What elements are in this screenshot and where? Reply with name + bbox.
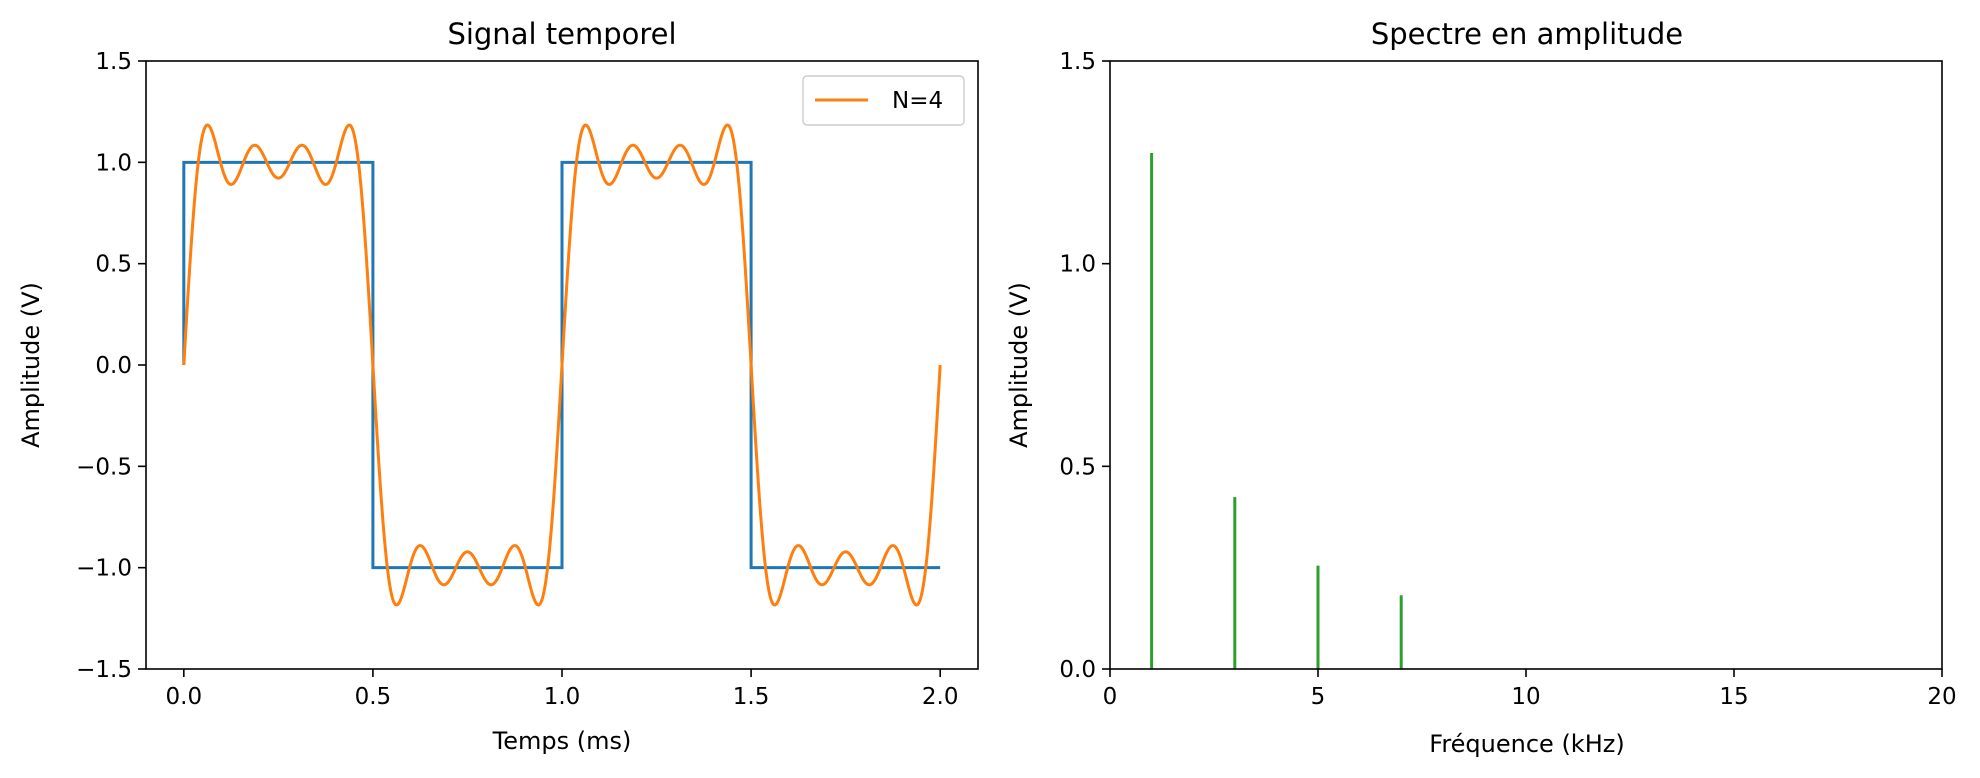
time-chart-title: Signal temporel xyxy=(447,17,676,51)
x-tick-label: 20 xyxy=(1927,684,1956,710)
y-tick-label: −1.0 xyxy=(76,556,132,582)
time-signal-chart: Signal temporel 0.0 0.5 1.0 1.5 2.0 −1.5 −1.0 −… xyxy=(17,17,979,755)
y-tick-label: 0.0 xyxy=(95,353,132,379)
spectrum-axis-ticks: 0 5 10 15 20 0.0 0.5 1.0 1.5 xyxy=(1059,49,1956,710)
y-tick-label: 0.5 xyxy=(95,252,132,278)
x-tick-label: 0.0 xyxy=(166,684,203,710)
spectrum-y-axis-label: Amplitude (V) xyxy=(1005,282,1033,448)
time-x-axis-label: Temps (ms) xyxy=(492,727,632,755)
x-tick-label: 10 xyxy=(1511,684,1540,710)
spectrum-x-axis-label: Fréquence (kHz) xyxy=(1429,730,1624,758)
y-tick-label: 1.0 xyxy=(1059,252,1096,278)
time-axis-ticks: 0.0 0.5 1.0 1.5 2.0 −1.5 −1.0 −0.5 0.0 0.5 1.0 1.5 xyxy=(76,49,958,710)
legend-label-n4: N=4 xyxy=(892,88,943,114)
y-tick-label: 1.5 xyxy=(1059,49,1096,75)
x-tick-label: 1.5 xyxy=(733,684,770,710)
series-square-wave xyxy=(182,160,941,570)
x-tick-label: 2.0 xyxy=(922,684,959,710)
legend: N=4 xyxy=(802,75,965,126)
x-tick-label: 0.5 xyxy=(355,684,392,710)
x-tick-label: 0 xyxy=(1103,684,1118,710)
y-tick-label: 0.0 xyxy=(1059,657,1096,683)
time-axes-frame xyxy=(145,60,979,670)
y-tick-label: −0.5 xyxy=(76,454,132,480)
x-tick-label: 5 xyxy=(1311,684,1326,710)
y-tick-label: 1.0 xyxy=(95,150,132,176)
y-tick-label: 1.5 xyxy=(95,49,132,75)
x-tick-label: 15 xyxy=(1719,684,1748,710)
y-tick-label: 0.5 xyxy=(1059,454,1096,480)
time-plot-area xyxy=(182,123,942,607)
x-tick-label: 1.0 xyxy=(544,684,581,710)
spectrum-chart-title: Spectre en amplitude xyxy=(1371,17,1683,51)
spectrum-chart: Spectre en amplitude 0 5 10 15 20 0.0 0.5 1.0 1.… xyxy=(1005,17,1957,758)
y-tick-label: −1.5 xyxy=(76,657,132,683)
series-fourier-n4 xyxy=(182,123,942,607)
spectrum-plot-area xyxy=(1150,153,1403,669)
time-y-axis-label: Amplitude (V) xyxy=(17,282,45,448)
legend-box xyxy=(802,75,965,126)
spectrum-axes-frame xyxy=(1109,60,1943,670)
